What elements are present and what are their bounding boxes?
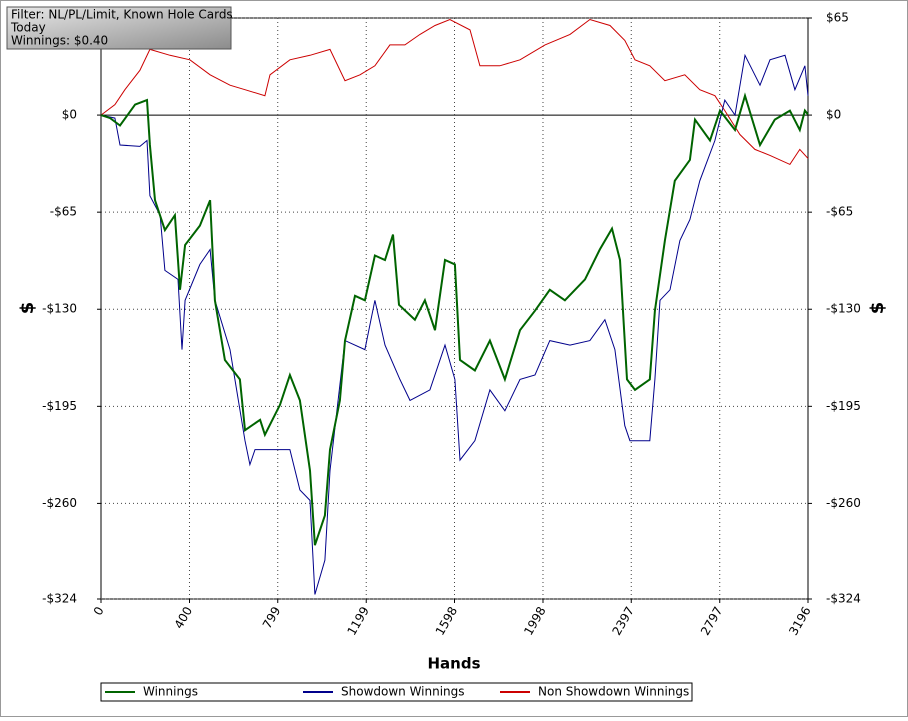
y2-tick-label: -$260 [826,496,861,510]
y2-tick-label: -$195 [826,399,861,413]
plot: -$324 -$324 -$260 -$260 -$195 -$195 -$130 -$130… [42,11,861,638]
y2-tick-label: $65 [826,11,849,25]
y-tick-label: -$65 [50,205,77,219]
y-tick-label: $0 [62,108,77,122]
info-box [6,6,232,50]
y2-tick-label: -$130 [826,302,861,316]
legend-label: Showdown Winnings [341,685,465,699]
legend-label: Non Showdown Winnings [538,685,689,699]
y2-tick-label: -$65 [826,205,853,219]
y-tick-label: -$195 [42,399,77,413]
y2-tick-label: $0 [826,108,841,122]
info-line: Today [10,21,46,35]
legend-label: Winnings [143,685,198,699]
y-tick-label: -$130 [42,302,77,316]
y-tick-label: -$260 [42,496,77,510]
series-line [100,18,809,166]
info-line: Winnings: $0.40 [11,34,108,48]
series-line [100,53,809,595]
y-axis-title: $ [17,302,38,315]
legend [100,682,693,702]
series-line [100,92,809,546]
y2-axis-title: $ [867,302,888,315]
x-axis-title: Hands [427,655,480,673]
info-line: Filter: NL/PL/Limit, Known Hole Cards [11,8,233,22]
y-tick-label: -$324 [42,592,77,606]
y2-tick-label: -$324 [826,592,861,606]
